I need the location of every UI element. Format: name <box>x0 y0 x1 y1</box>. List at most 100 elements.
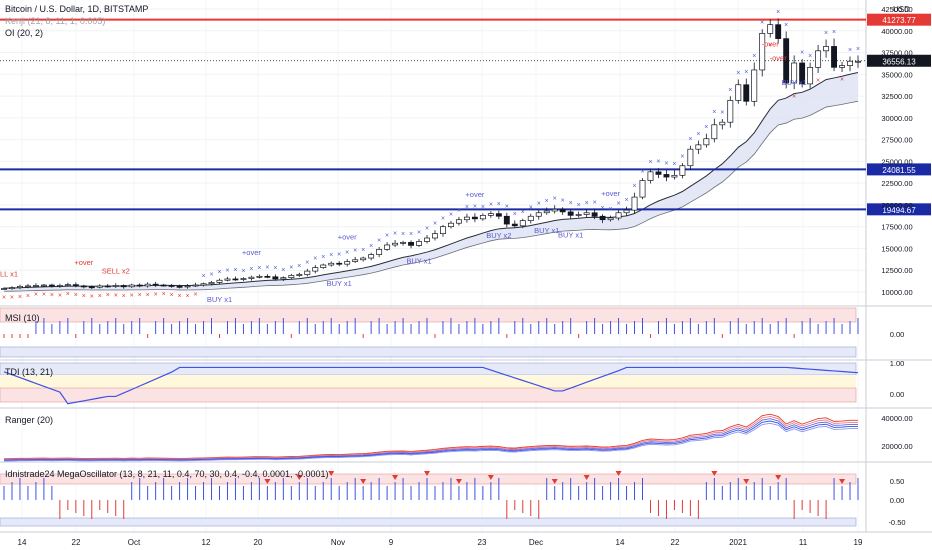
kenji-marker: × <box>10 294 14 301</box>
kenji-marker: × <box>537 200 541 207</box>
kenji-marker: × <box>624 197 628 204</box>
tdi-line <box>3 366 859 405</box>
candle-body <box>416 241 422 246</box>
mega-marker <box>711 471 718 476</box>
price-axis[interactable]: 42500.00 40000.00 37500.00 35000.00 32500.00… <box>881 5 912 297</box>
kenji-marker: × <box>369 243 373 250</box>
candle-body <box>328 262 335 266</box>
kenji-marker: × <box>617 200 621 207</box>
candle-body <box>487 213 494 216</box>
candle-body <box>88 286 95 289</box>
kenji-marker: × <box>609 206 613 213</box>
kenji-marker: × <box>752 53 756 60</box>
signal-labels: SELL x1 SELL x2 +over BUY x1 +over BUY x1 +ove… <box>0 40 807 305</box>
signal-label: +over <box>465 190 484 199</box>
mega-marker <box>424 471 431 476</box>
candle-body <box>735 84 742 101</box>
mega-title[interactable]: Idnistrade24 MegaOscillator (13, 8, 21, … <box>5 469 329 479</box>
kenji-marker: × <box>521 209 525 216</box>
tdi-tick: 1.00 <box>890 359 905 368</box>
kenji-marker: × <box>106 292 110 299</box>
kenji-marker: × <box>832 29 836 36</box>
level-price-badge <box>867 203 931 216</box>
oi-title[interactable]: OI (20, 2) <box>5 28 43 38</box>
price-tick-label: 42500.00 <box>881 5 912 14</box>
time-tick-label: 19 <box>854 538 863 547</box>
kenji-marker: × <box>321 254 325 261</box>
candle-body <box>695 144 702 150</box>
candle-body <box>256 275 263 278</box>
candle-body <box>40 284 47 287</box>
kenji-marker: × <box>481 204 485 211</box>
kenji-marker: × <box>353 247 357 254</box>
kenji-marker: × <box>42 291 46 298</box>
mega-marker <box>296 475 303 480</box>
candle-body <box>535 212 542 217</box>
msi-title[interactable]: MSI (10) <box>5 313 40 323</box>
candle-body <box>184 285 191 288</box>
kenji-marker: × <box>545 198 549 205</box>
candle-body <box>448 222 454 228</box>
time-tick-label: 22 <box>72 538 81 547</box>
kenji-marker: × <box>640 169 644 176</box>
time-tick-label: Dec <box>529 538 543 547</box>
kenji-marker: × <box>154 292 158 299</box>
candle-body <box>112 285 119 287</box>
candle-body <box>847 60 853 66</box>
candle-body <box>615 212 622 219</box>
candle-body <box>392 242 399 246</box>
time-axis[interactable]: 14 22 Oct 12 20 Nov 9 23 Dec 14 22 2021 11 19 <box>18 538 863 547</box>
signal-label: BUY x1 <box>534 226 559 235</box>
candle-body <box>200 283 207 286</box>
kenji-marker: × <box>744 69 748 76</box>
kenji-marker: × <box>728 87 732 94</box>
kenji-marker: × <box>50 292 54 299</box>
symbol-title[interactable]: Bitcoin / U.S. Dollar, 1D, BITSTAMP <box>5 4 148 14</box>
mega-marker <box>551 479 558 484</box>
candle-body <box>767 24 774 34</box>
price-tick-label: 20000.00 <box>881 201 912 210</box>
ranger-series <box>3 418 858 461</box>
kenji-marker: × <box>313 255 317 262</box>
mega-marker <box>615 471 622 476</box>
candle-body <box>264 275 271 278</box>
candle-body <box>56 285 63 287</box>
kenji-marker: × <box>457 207 461 214</box>
kenji-marker: × <box>449 211 453 218</box>
candle-body <box>855 60 861 63</box>
currency-label: USD <box>893 5 910 14</box>
price-tick-label: 22500.00 <box>881 179 912 188</box>
time-tick-label: Nov <box>331 538 345 547</box>
horizontal-levels[interactable]: 41273.77 24081.55 19494.67 36556.13 <box>0 13 931 216</box>
candle-body <box>440 226 446 235</box>
ranger-series <box>3 420 858 461</box>
candle-body <box>152 283 159 286</box>
kenji-marker: × <box>289 264 293 271</box>
sub-pane-axes: 0.00 1.00 0.00 40000.00 20000.00 0.50 0.00 -0.5… <box>881 330 912 527</box>
tdi-title[interactable]: TDI (13, 21) <box>5 367 53 377</box>
kenji-marker: × <box>82 293 86 300</box>
candle-body <box>655 171 662 175</box>
kenji-marker: × <box>760 20 764 27</box>
ranger-title[interactable]: Ranger (20) <box>5 415 53 425</box>
ranger-tick: 20000.00 <box>881 442 912 451</box>
candle-body <box>272 276 279 280</box>
candle-body <box>312 267 319 272</box>
candle-body <box>248 276 255 279</box>
kenji-marker: × <box>489 202 493 209</box>
candle-body <box>543 210 550 214</box>
candle-body <box>376 248 383 255</box>
kenji-marker: × <box>672 161 676 168</box>
mega-marker <box>583 475 590 480</box>
time-tick-label: 9 <box>389 538 394 547</box>
candle-body <box>72 284 79 287</box>
kenji-marker: × <box>209 271 213 278</box>
kenji-marker: × <box>130 292 134 299</box>
kenji-marker: × <box>170 292 174 299</box>
signal-label: BUY x2 <box>486 231 511 240</box>
kenji-title[interactable]: Kenji (21, 8, 11, 1, 0.005) <box>5 16 105 26</box>
kenji-marker: × <box>632 183 636 190</box>
candle-body <box>32 285 39 287</box>
candle-body <box>304 270 311 275</box>
